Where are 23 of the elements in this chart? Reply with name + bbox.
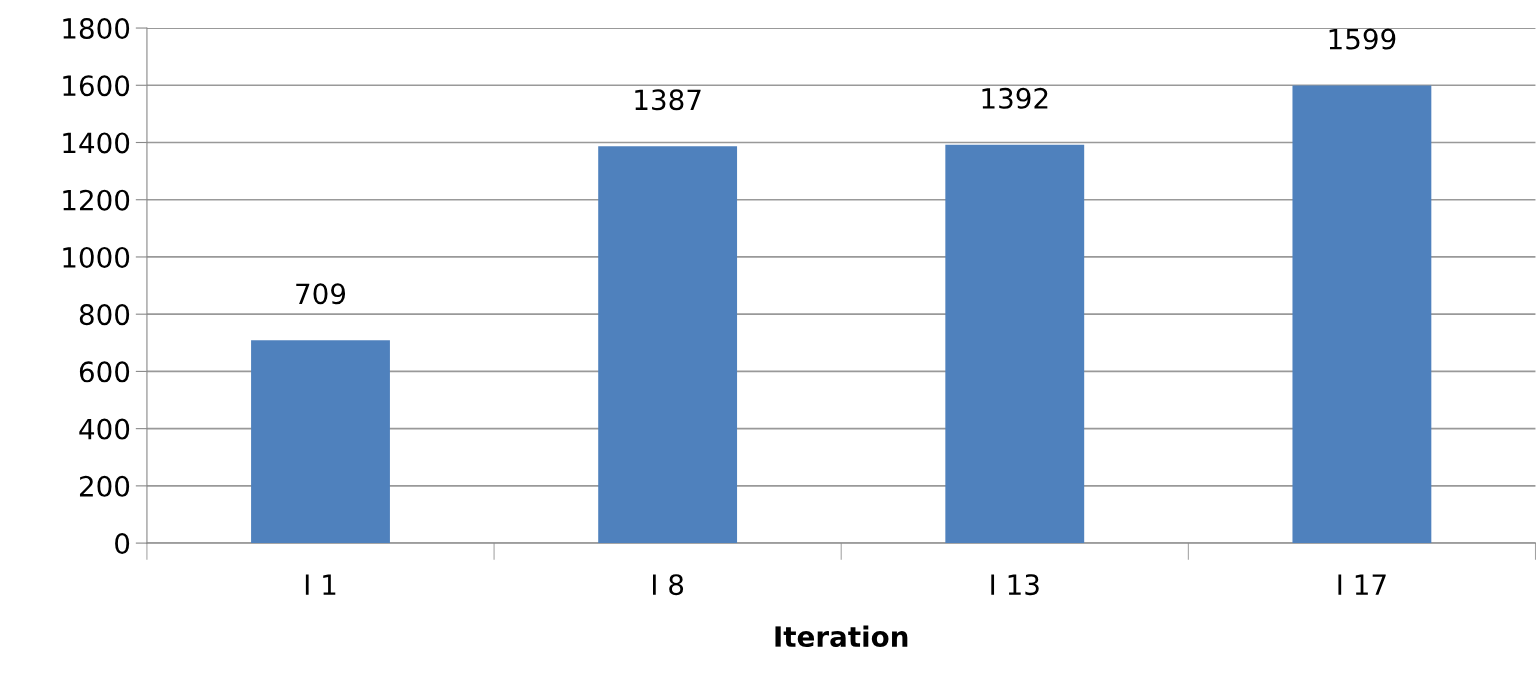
x-tick-label: I 1 (305, 574, 336, 595)
bar (945, 144, 1085, 544)
y-tick-label: 1600 (63, 75, 130, 97)
y-tick-label: 1000 (63, 246, 130, 268)
y-tick-label: 0 (115, 533, 130, 555)
data-label: 1392 (982, 87, 1048, 109)
data-label: 709 (296, 283, 346, 305)
y-tick-label: 200 (79, 475, 130, 497)
x-tick-label: I 13 (991, 574, 1039, 596)
x-axis-title: Iteration (775, 625, 908, 648)
y-tick-label: 400 (79, 418, 130, 440)
y-tick-label: 600 (79, 361, 130, 383)
y-tick-label: 1400 (63, 132, 130, 154)
bar (598, 146, 738, 544)
data-label: 1387 (635, 89, 701, 111)
y-tick-label: 1800 (63, 17, 130, 39)
x-tick-label: I 8 (653, 574, 684, 596)
y-tick-label: 1200 (63, 189, 130, 211)
x-tick-label: I 17 (1338, 574, 1386, 595)
bar (1292, 85, 1432, 544)
bar (251, 340, 390, 544)
y-tick-label: 800 (79, 304, 130, 326)
data-label: 1599 (1329, 28, 1396, 50)
